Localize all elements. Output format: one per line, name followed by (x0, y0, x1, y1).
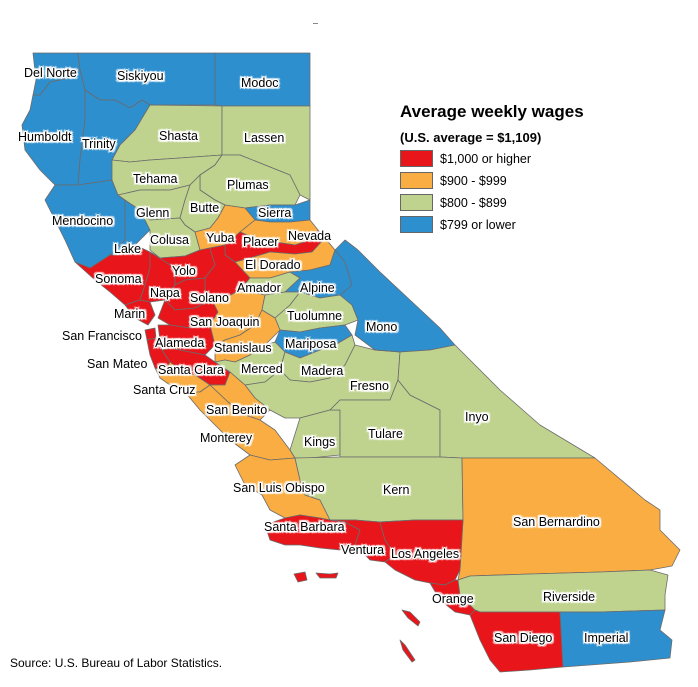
label-mariposa: Mariposa (285, 337, 337, 351)
label-santa-cruz: Santa Cruz (133, 383, 196, 397)
label-glenn: Glenn (136, 206, 170, 220)
label-san-francisco: San Francisco (62, 329, 142, 343)
label-solano: Solano (190, 291, 229, 305)
label-mendocino: Mendocino (52, 214, 114, 228)
legend-item-800: $800 - $899 (400, 194, 584, 211)
county-mono[interactable] (334, 239, 456, 353)
label-sonoma: Sonoma (95, 272, 142, 286)
legend-item-high: $1,000 or higher (400, 150, 584, 167)
county-humboldt[interactable] (21, 69, 86, 186)
island-santa-cruz (293, 571, 308, 583)
label-merced: Merced (241, 362, 283, 376)
legend-item-low: $799 or lower (400, 216, 584, 233)
label-inyo: Inyo (465, 410, 489, 424)
label-marin: Marin (114, 307, 146, 321)
label-santa-barbara: Santa Barbara (264, 520, 345, 534)
label-del-norte: Del Norte (24, 66, 77, 80)
island-san-clemente (399, 639, 416, 663)
legend-label: $800 - $899 (440, 195, 507, 210)
label-amador: Amador (237, 281, 281, 295)
legend-title: Average weekly wages (400, 102, 584, 121)
county-imperial[interactable] (559, 609, 673, 668)
legend-label: $900 - $999 (440, 173, 507, 188)
label-sierra: Sierra (258, 206, 292, 220)
label-yuba: Yuba (206, 231, 235, 245)
legend-swatch-red (400, 150, 433, 167)
label-siskiyou: Siskiyou (117, 69, 164, 83)
label-madera: Madera (301, 364, 344, 378)
legend-item-900: $900 - $999 (400, 172, 584, 189)
label-imperial: Imperial (584, 631, 629, 645)
label-monterey: Monterey (200, 431, 253, 445)
county-alameda[interactable] (157, 324, 216, 356)
label-san-benito: San Benito (206, 403, 268, 417)
label-ventura: Ventura (341, 543, 385, 557)
county-san-diego[interactable] (469, 609, 564, 673)
label-san-joaquin: San Joaquin (190, 315, 260, 329)
label-placer: Placer (243, 235, 279, 249)
label-lake: Lake (114, 242, 142, 256)
legend-swatch-orange (400, 172, 433, 189)
label-los-angeles: Los Angeles (391, 547, 460, 561)
legend-subtitle: (U.S. average = $1,109) (400, 130, 542, 145)
label-stanislaus: Stanislaus (214, 341, 272, 355)
label-orange: Orange (432, 592, 474, 606)
county-los-angeles[interactable] (379, 519, 464, 586)
label-lassen: Lassen (244, 131, 285, 145)
label-san-mateo: San Mateo (87, 357, 148, 371)
label-fresno: Fresno (350, 379, 389, 393)
label-nevada: Nevada (288, 229, 332, 243)
label-santa-clara: Santa Clara (158, 363, 225, 377)
label-trinity: Trinity (82, 137, 116, 151)
source-note: Source: U.S. Bureau of Labor Statistics. (10, 656, 223, 670)
label-san-luis-obispo: San Luis Obispo (233, 481, 325, 495)
label-el-dorado: El Dorado (245, 258, 301, 272)
label-riverside: Riverside (543, 590, 596, 604)
label-san-bernardino: San Bernardino (513, 515, 600, 529)
island-santa-rosa (315, 572, 339, 579)
label-san-diego: San Diego (494, 631, 553, 645)
label-tuolumne: Tuolumne (287, 309, 343, 323)
label-shasta: Shasta (159, 129, 198, 143)
label-tehama: Tehama (133, 172, 178, 186)
legend-swatch-green (400, 194, 433, 211)
label-mono: Mono (366, 320, 398, 334)
label-kern: Kern (383, 483, 410, 497)
legend-label: $799 or lower (440, 217, 516, 232)
label-alpine: Alpine (300, 281, 335, 295)
label-butte: Butte (190, 201, 220, 215)
label-napa: Napa (150, 286, 180, 300)
legend-swatch-blue (400, 216, 433, 233)
label-modoc: Modoc (241, 76, 279, 90)
label-alameda: Alameda (155, 336, 205, 350)
legend-label: $1,000 or higher (440, 151, 532, 166)
label-kings: Kings (304, 435, 336, 449)
label-plumas: Plumas (227, 178, 269, 192)
island-catalina (401, 609, 421, 627)
label-humboldt: Humboldt (18, 130, 72, 144)
label-yolo: Yolo (172, 264, 196, 278)
label-colusa: Colusa (150, 233, 189, 247)
legend: Average weekly wages (U.S. average = $1,… (400, 102, 584, 233)
label-tulare: Tulare (368, 427, 403, 441)
stray-mark (313, 23, 318, 24)
county-marin[interactable] (124, 299, 156, 326)
